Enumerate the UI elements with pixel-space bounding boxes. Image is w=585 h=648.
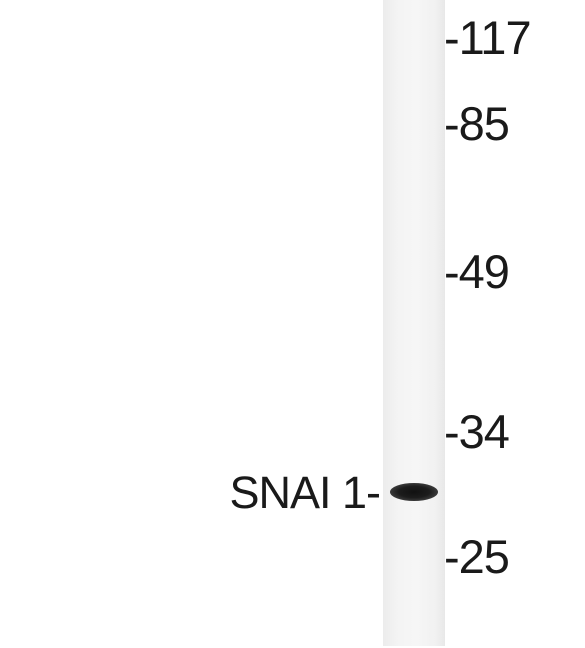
- marker-117: -117: [444, 11, 532, 64]
- protein-band: [390, 483, 438, 501]
- marker-49: -49: [444, 245, 510, 298]
- blot-lane: [383, 0, 445, 646]
- marker-85: -85: [444, 97, 510, 150]
- band-label: SNAI 1-: [229, 467, 381, 518]
- marker-25: -25: [444, 530, 510, 583]
- marker-34: -34: [444, 405, 510, 458]
